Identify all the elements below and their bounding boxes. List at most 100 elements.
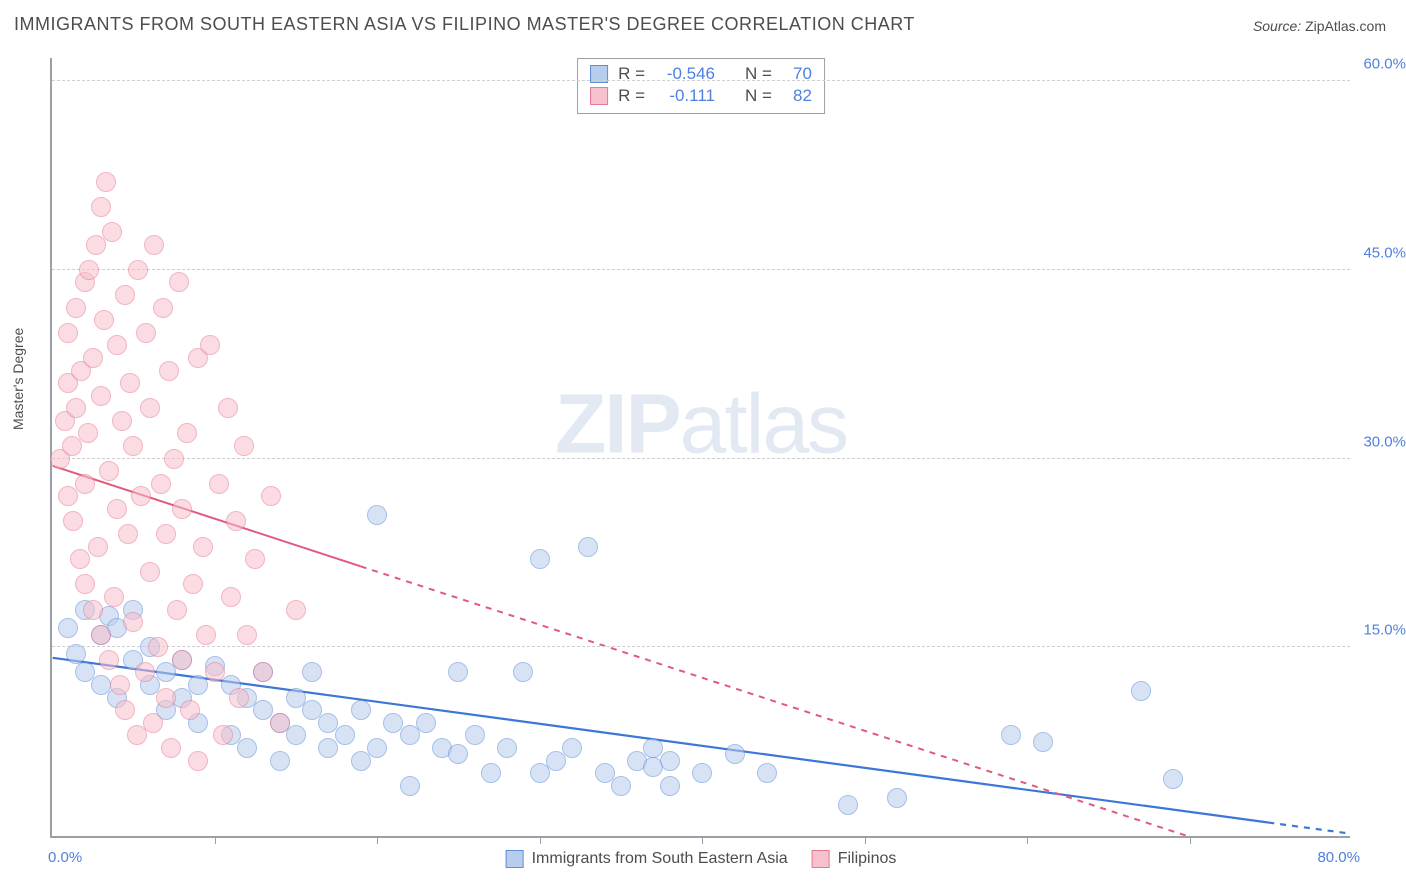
fil-point — [156, 688, 176, 708]
gridline — [52, 269, 1350, 270]
fil-point — [112, 411, 132, 431]
sea-point — [611, 776, 631, 796]
sea-point — [400, 776, 420, 796]
legend-row-fil: R = -0.111 N = 82 — [590, 85, 812, 107]
source-attribution: Source: ZipAtlas.com — [1253, 18, 1386, 34]
y-axis-label: Master's Degree — [10, 328, 26, 430]
sea-point — [660, 751, 680, 771]
fil-point — [144, 235, 164, 255]
fil-point — [172, 499, 192, 519]
fil-point — [221, 587, 241, 607]
n-label: N = — [745, 85, 772, 107]
fil-point — [99, 650, 119, 670]
sea-point — [1163, 769, 1183, 789]
chart-title: IMMIGRANTS FROM SOUTH EASTERN ASIA VS FI… — [14, 14, 915, 35]
fil-point — [66, 298, 86, 318]
x-tick — [540, 836, 541, 844]
sea-point — [286, 725, 306, 745]
fil-point — [140, 562, 160, 582]
r-value: -0.111 — [655, 85, 715, 107]
sea-point — [335, 725, 355, 745]
x-tick — [865, 836, 866, 844]
legend-item-fil: Filipinos — [812, 850, 897, 868]
fil-point — [66, 398, 86, 418]
fil-point — [107, 335, 127, 355]
fil-point — [120, 373, 140, 393]
fil-point — [177, 423, 197, 443]
fil-point — [183, 574, 203, 594]
n-label: N = — [745, 63, 772, 85]
sea-point — [58, 618, 78, 638]
fil-point — [218, 398, 238, 418]
r-label: R = — [618, 85, 645, 107]
r-value: -0.546 — [655, 63, 715, 85]
fil-point — [91, 386, 111, 406]
sea-point — [367, 505, 387, 525]
sea-point — [660, 776, 680, 796]
fil-point — [63, 511, 83, 531]
fil-point — [83, 600, 103, 620]
sea-point — [465, 725, 485, 745]
legend-row-sea: R =-0.546N =70 — [590, 63, 812, 85]
gridline — [52, 458, 1350, 459]
fil-point — [102, 222, 122, 242]
fil-point — [123, 436, 143, 456]
fil-point — [188, 751, 208, 771]
n-value: 70 — [782, 63, 812, 85]
fil-point — [94, 310, 114, 330]
y-tick-label: 30.0% — [1363, 433, 1406, 450]
legend-swatch — [506, 850, 524, 868]
legend-item-sea: Immigrants from South Eastern Asia — [506, 850, 788, 868]
x-axis-min-label: 0.0% — [48, 849, 82, 866]
fil-point — [70, 549, 90, 569]
correlation-legend: R = -0.546 N = 70R = -0.111 N = 82 — [577, 58, 825, 114]
fil-point — [159, 361, 179, 381]
fil-point — [79, 260, 99, 280]
n-value: 82 — [782, 85, 812, 107]
y-tick-label: 60.0% — [1363, 56, 1406, 73]
source-label: Source: — [1253, 18, 1301, 34]
fil-point — [78, 423, 98, 443]
legend-label: Filipinos — [838, 850, 897, 868]
fil-point — [118, 524, 138, 544]
fil-point — [110, 675, 130, 695]
fil-point — [286, 600, 306, 620]
fil-point — [128, 260, 148, 280]
sea-point — [562, 738, 582, 758]
fil-point — [75, 574, 95, 594]
sea-point — [887, 788, 907, 808]
scatter-plot: ZIPatlas R =-0.546N =70R =-0.111N =82 0.… — [50, 58, 1350, 838]
sea-point — [725, 744, 745, 764]
x-axis-max-label: 80.0% — [1317, 849, 1360, 866]
sea-point — [757, 763, 777, 783]
x-tick — [215, 836, 216, 844]
sea-point — [513, 662, 533, 682]
fil-point — [196, 625, 216, 645]
fil-point — [200, 335, 220, 355]
fil-point — [245, 549, 265, 569]
fil-point — [270, 713, 290, 733]
fil-point — [91, 197, 111, 217]
sea-point — [351, 700, 371, 720]
x-tick — [377, 836, 378, 844]
sea-point — [692, 763, 712, 783]
fil-point — [143, 713, 163, 733]
fil-point — [226, 511, 246, 531]
sea-point — [1131, 681, 1151, 701]
legend-swatch — [812, 850, 830, 868]
source-value: ZipAtlas.com — [1305, 18, 1386, 34]
x-tick — [1190, 836, 1191, 844]
sea-point — [270, 751, 290, 771]
fil-point — [96, 172, 116, 192]
fil-point — [229, 688, 249, 708]
sea-point — [497, 738, 517, 758]
fil-point — [153, 298, 173, 318]
sea-point — [302, 662, 322, 682]
fil-point — [164, 449, 184, 469]
fil-point — [209, 474, 229, 494]
sea-point — [530, 549, 550, 569]
fil-point — [156, 524, 176, 544]
fil-point — [253, 662, 273, 682]
fil-point — [88, 537, 108, 557]
fil-point — [205, 662, 225, 682]
